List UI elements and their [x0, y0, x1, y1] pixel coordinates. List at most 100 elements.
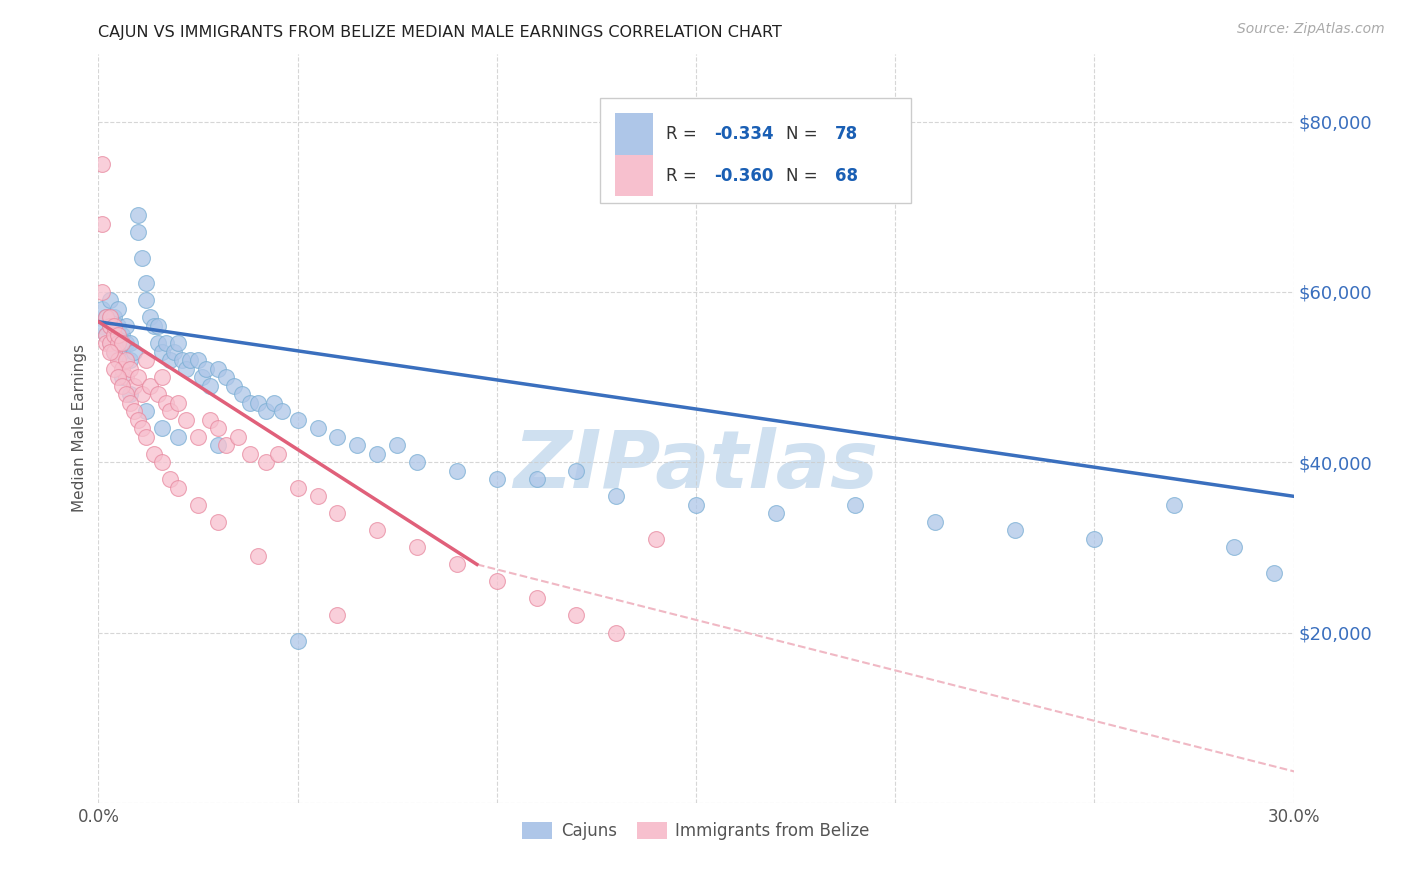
Point — [167, 336, 190, 351]
Point — [91, 285, 114, 299]
Point — [98, 293, 122, 308]
Point — [135, 353, 157, 368]
Point — [246, 395, 269, 409]
Point — [485, 574, 508, 589]
Legend: Cajuns, Immigrants from Belize: Cajuns, Immigrants from Belize — [516, 815, 876, 847]
Point — [103, 344, 125, 359]
Point — [222, 378, 245, 392]
Point — [135, 277, 157, 291]
Point — [239, 447, 262, 461]
Point — [195, 361, 218, 376]
Point — [120, 395, 142, 409]
Point — [385, 438, 409, 452]
Point — [148, 318, 170, 333]
Point — [174, 412, 197, 426]
Point — [91, 318, 114, 333]
Point — [150, 370, 173, 384]
Point — [239, 395, 262, 409]
Point — [187, 430, 209, 444]
Point — [107, 353, 129, 368]
Point — [103, 327, 125, 342]
Point — [207, 438, 229, 452]
Point — [107, 301, 129, 316]
Point — [155, 395, 177, 409]
Point — [139, 310, 162, 325]
Point — [198, 412, 221, 426]
Point — [326, 430, 349, 444]
Point — [103, 344, 125, 359]
Point — [120, 353, 142, 368]
Text: ZIPatlas: ZIPatlas — [513, 426, 879, 505]
Point — [765, 506, 787, 520]
Point — [124, 378, 146, 392]
Point — [135, 430, 157, 444]
Text: 68: 68 — [835, 167, 858, 185]
Point — [124, 404, 146, 418]
Point — [107, 336, 129, 351]
Point — [98, 310, 122, 325]
Point — [131, 421, 153, 435]
Point — [96, 310, 118, 325]
Point — [1223, 541, 1246, 555]
Point — [143, 447, 166, 461]
Point — [215, 438, 238, 452]
Point — [174, 361, 197, 376]
Text: N =: N = — [786, 126, 823, 144]
Point — [111, 370, 134, 384]
Point — [115, 387, 138, 401]
Point — [287, 634, 309, 648]
Point — [107, 336, 129, 351]
Point — [307, 421, 329, 435]
Text: -0.334: -0.334 — [714, 126, 773, 144]
Text: -0.360: -0.360 — [714, 167, 773, 185]
Point — [366, 524, 388, 538]
Point — [446, 558, 468, 572]
Point — [287, 412, 309, 426]
Point — [107, 370, 129, 384]
Point — [127, 208, 149, 222]
Point — [127, 412, 149, 426]
Bar — [614, 113, 652, 154]
Point — [98, 318, 122, 333]
Point — [135, 404, 157, 418]
Point — [565, 464, 588, 478]
Point — [270, 404, 292, 418]
Point — [605, 625, 627, 640]
Point — [124, 344, 146, 359]
Point — [148, 387, 170, 401]
Point — [187, 353, 209, 368]
Point — [198, 378, 221, 392]
Point — [115, 370, 138, 384]
Point — [254, 455, 277, 469]
Point — [1004, 524, 1026, 538]
Point — [155, 336, 177, 351]
Point — [172, 353, 194, 368]
Point — [207, 515, 229, 529]
Text: R =: R = — [666, 167, 702, 185]
Point — [111, 361, 134, 376]
Point — [103, 361, 125, 376]
Point — [406, 455, 429, 469]
Point — [326, 608, 349, 623]
Bar — [614, 154, 652, 196]
Point — [326, 506, 349, 520]
Point — [127, 225, 149, 239]
Point — [115, 318, 138, 333]
Text: Source: ZipAtlas.com: Source: ZipAtlas.com — [1237, 22, 1385, 37]
Point — [91, 217, 114, 231]
Point — [246, 549, 269, 563]
Point — [103, 327, 125, 342]
Point — [346, 438, 368, 452]
Point — [91, 301, 114, 316]
Point — [107, 318, 129, 333]
Y-axis label: Median Male Earnings: Median Male Earnings — [72, 344, 87, 512]
Text: CAJUN VS IMMIGRANTS FROM BELIZE MEDIAN MALE EARNINGS CORRELATION CHART: CAJUN VS IMMIGRANTS FROM BELIZE MEDIAN M… — [98, 25, 782, 40]
Point — [143, 318, 166, 333]
Point — [406, 541, 429, 555]
Point — [159, 472, 181, 486]
Point — [98, 336, 122, 351]
Point — [111, 327, 134, 342]
Point — [179, 353, 201, 368]
Point — [135, 293, 157, 308]
Point — [207, 361, 229, 376]
